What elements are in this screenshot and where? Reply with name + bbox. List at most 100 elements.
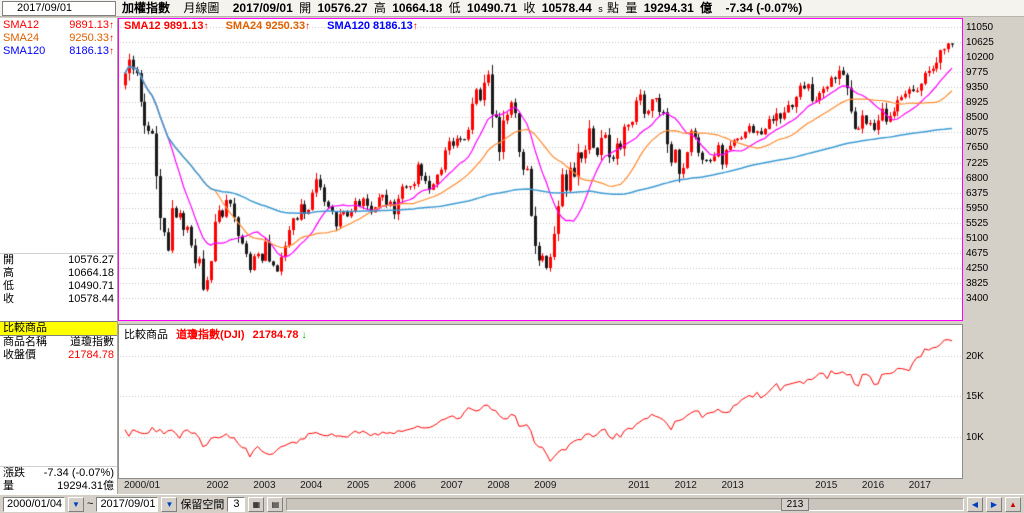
right-arrow-icon: ▶ [990, 499, 998, 509]
reserve-space-input[interactable]: 3 [227, 496, 246, 512]
sma-legend: SMA12 9891.13↑ SMA24 9250.33↑ SMA120 818… [124, 20, 432, 32]
zoom-button[interactable]: ▲ [1005, 496, 1021, 512]
comparison-close-value: 21784.78 [68, 349, 114, 361]
comparison-name-value: 道瓊指數 [70, 336, 114, 348]
main-y-tick-label: 4675 [966, 247, 989, 259]
current-date-box: 2017/09/01 [2, 1, 116, 16]
main-chart-panel[interactable]: SMA12 9891.13↑ SMA24 9250.33↑ SMA120 818… [118, 18, 963, 321]
open-row-label: 開 [3, 254, 14, 266]
visible-bar-count: 213 [780, 497, 810, 511]
comparison-name-row: 商品名稱 道瓊指數 [0, 336, 117, 349]
chevron-down-icon: ▼ [72, 499, 80, 509]
sma120-label: SMA120 [3, 45, 46, 57]
main-y-tick-label: 6375 [966, 187, 989, 199]
range-end-field[interactable]: 2017/09/01 [96, 496, 159, 512]
x-axis-label: 2003 [253, 480, 276, 491]
close-label: 收 [523, 1, 536, 15]
up-arrow-icon: ↑ [203, 21, 209, 32]
main-y-tick-label: 3825 [966, 277, 989, 289]
reserve-space-label: 保留空間 [180, 499, 225, 511]
sma120-legend: SMA120 8186.13↑ [327, 20, 418, 32]
main-y-tick-label: 3400 [966, 293, 989, 304]
low-row-value: 10490.71 [68, 280, 114, 292]
candlestick-canvas[interactable] [119, 19, 962, 320]
high-row-label: 高 [3, 267, 14, 279]
range-separator: ~ [87, 498, 94, 510]
close-row-label: 收 [3, 293, 14, 305]
main-y-tick-label: 7650 [966, 142, 989, 154]
range-start-field[interactable]: 2000/01/04 [3, 496, 65, 512]
comparison-legend: 比較商品 道瓊指數(DJI) 21784.78 ↓ [124, 326, 307, 342]
close-row-value: 10578.44 [68, 293, 114, 305]
layout-icon[interactable]: ▤ [267, 496, 284, 512]
x-axis-label: 2017 [908, 480, 931, 491]
range-end-picker-button[interactable]: ▼ [161, 496, 178, 512]
main-y-tick-label: 9775 [966, 67, 989, 79]
sma12-row[interactable]: SMA12 9891.13↑ [0, 19, 117, 32]
x-axis-label: 2012 [674, 480, 697, 491]
left-info-panel: SMA12 9891.13↑ SMA24 9250.33↑ SMA120 818… [0, 18, 118, 494]
x-axis-label: 2004 [300, 480, 323, 491]
sma120-value: 8186.13↑ [69, 45, 114, 57]
comparison-name-label: 商品名稱 [3, 336, 47, 348]
volume-label: 量 [625, 1, 638, 15]
up-triangle-icon: ▲ [1009, 499, 1017, 509]
up-arrow-icon: ↑ [412, 21, 418, 32]
sma12-legend: SMA12 9891.13↑ [124, 20, 209, 32]
low-row-label: 低 [3, 280, 14, 292]
sma12-label: SMA12 [3, 19, 40, 31]
x-axis-label: 2006 [393, 480, 416, 491]
volume-row: 量 19294.31億 [0, 480, 117, 493]
scroll-left-button[interactable]: ◀ [967, 496, 983, 512]
sma24-value: 9250.33↑ [69, 32, 114, 44]
main-y-tick-label: 9350 [966, 82, 989, 94]
down-arrow-icon: ↓ [301, 330, 307, 341]
main-y-tick-label: 4250 [966, 262, 989, 274]
sma120-row[interactable]: SMA120 8186.13↑ [0, 45, 117, 58]
point-label: 點 [607, 1, 620, 15]
range-start-picker-button[interactable]: ▼ [68, 496, 84, 512]
main-y-tick-label: 11050 [966, 22, 994, 33]
up-arrow-icon: ↑ [305, 21, 311, 32]
high-row: 高 10664.18 [0, 267, 117, 280]
main-y-tick-label: 10200 [966, 52, 994, 64]
period-label: 月線圖 [183, 1, 220, 15]
comparison-close-label: 收盤價 [3, 349, 36, 361]
volume-row-label: 量 [3, 480, 14, 492]
horizontal-scrollbar[interactable]: 213 [286, 497, 964, 511]
comparison-legend-value: 21784.78 [252, 329, 299, 341]
x-axis-label: 2008 [487, 480, 510, 491]
bar-date: 2017/09/01 [232, 1, 293, 15]
open-row-value: 10576.27 [68, 254, 114, 266]
comparison-line-canvas[interactable] [119, 325, 962, 478]
volume-value: 19294.31 [643, 1, 694, 15]
x-axis-label: 2002 [206, 480, 229, 491]
x-axis-label: 2005 [346, 480, 370, 491]
x-axis-label: 2016 [861, 480, 885, 491]
comparison-close-row: 收盤價 21784.78 [0, 349, 117, 362]
left-arrow-icon: ◀ [971, 499, 979, 509]
high-value: 10664.18 [392, 1, 443, 15]
comparison-y-tick-label: 20K [966, 350, 984, 362]
main-y-tick-label: 5525 [966, 217, 989, 229]
volume-unit: 億 [700, 1, 713, 15]
sma24-row[interactable]: SMA24 9250.33↑ [0, 32, 117, 45]
comparison-y-tick-label: 15K [966, 391, 984, 403]
instrument-name: 加權指數 [122, 1, 171, 15]
sma24-legend: SMA24 9250.33↑ [225, 20, 311, 32]
grid-icon[interactable]: ▦ [248, 496, 265, 512]
current-date: 2017/09/01 [17, 2, 73, 14]
x-axis-label: 2013 [721, 480, 744, 491]
x-axis: 2000/01 2002 2003 2004 2005 2006 2007 2008 2009 2… [118, 480, 963, 494]
comparison-chart-panel[interactable]: 比較商品 道瓊指數(DJI) 21784.78 ↓ [118, 324, 963, 479]
top-info-bar: 2017/09/01 加權指數 月線圖 2017/09/01 開 10576.2… [0, 0, 1024, 17]
main-y-tick-label: 6800 [966, 172, 989, 184]
sma24-label: SMA24 [3, 32, 40, 44]
main-y-tick-label: 7225 [966, 157, 989, 169]
comparison-legend-name: 道瓊指數(DJI) [176, 329, 245, 341]
close-flag: s [598, 4, 603, 14]
scroll-right-button[interactable]: ▶ [986, 496, 1002, 512]
volume-row-value: 19294.31億 [57, 480, 114, 492]
open-value: 10576.27 [317, 1, 368, 15]
